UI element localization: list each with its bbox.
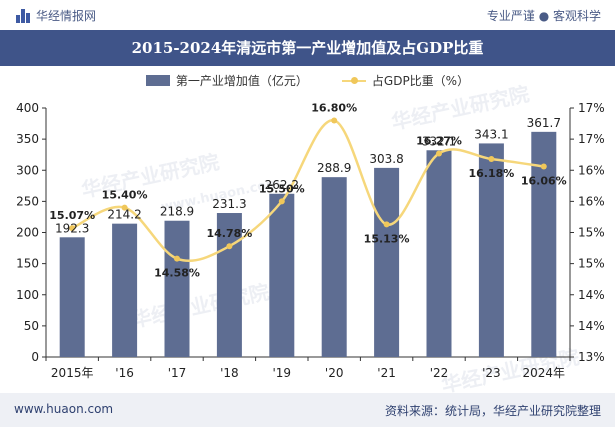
bar-value-label: 214.2 [107,208,141,222]
bar [216,213,242,357]
line-value-label: 14.78% [206,227,252,240]
y2-tick-label: 16% [578,194,605,208]
brand-logo-icon [16,8,30,23]
line-value-label: 15.40% [102,189,148,202]
y2-tick-label: 15% [578,226,605,240]
legend-item-line: 占GDP比重（%） [341,72,470,89]
y-tick-label: 350 [16,132,39,146]
line-point [121,204,128,211]
y2-tick-label: 14% [578,319,605,333]
chart-title: 2015-2024年清远市第一产业增加值及占GDP比重 [131,39,484,57]
bar-value-label: 332.1 [422,134,456,148]
x-tick-label: 2024年 [523,366,566,380]
line-value-label: 15.07% [49,209,95,222]
y2-tick-label: 17% [578,132,605,146]
footer-source: 资料来源：统计局，华经产业研究院整理 [384,404,601,418]
x-tick-label: '17 [168,366,187,380]
tagline: 专业严谨 ● 客观科学 [486,9,601,23]
legend-line-swatch [341,75,366,86]
line-point [226,243,233,250]
bar [426,150,452,357]
legend-item-bar: 第一产业增加值（亿元） [145,72,308,89]
bar-value-label: 218.9 [160,205,194,219]
bar [112,223,138,357]
y-tick-label: 250 [16,194,39,208]
y-tick-label: 100 [16,288,39,302]
line-value-label: 14.58% [154,267,200,280]
line-point [331,117,338,124]
x-tick-label: '23 [482,366,501,380]
y2-tick-label: 17% [578,101,605,115]
y-tick-label: 200 [16,226,39,240]
bar [478,143,504,357]
line-value-label: 16.06% [521,175,567,188]
line-value-label: 16.80% [311,101,357,114]
line-point [69,225,76,232]
y2-tick-label: 16% [578,163,605,177]
x-tick-label: '22 [430,366,449,380]
chart-area: 0 50 100 150 200 250 300 350 400 13% 14% 14% 15% 15% 1… [16,101,605,380]
y-tick-label: 400 [16,101,39,115]
bar-value-label: 343.1 [474,127,508,141]
bar-value-label: 303.8 [369,152,403,166]
bar [269,193,295,357]
bar [374,167,400,357]
y-tick-label: 300 [16,163,39,177]
line-value-label: 15.13% [364,232,410,245]
y-tick-label: 50 [24,319,39,333]
series-line [71,119,544,263]
x-tick-label: 2015年 [51,366,94,380]
line-point [174,255,180,262]
legend-bar-swatch [145,74,170,86]
bar-value-label: 262.2 [265,178,299,192]
y-tick-label: 150 [16,257,39,271]
footer: www.huaon.com 资料来源：统计局，华经产业研究院整理 [0,393,615,427]
x-tick-label: '20 [325,366,344,380]
bar-value-label: 288.9 [317,161,351,175]
title-bar: 2015-2024年清远市第一产业增加值及占GDP比重 [0,30,615,66]
brand: 华经情报网 [16,7,96,24]
bar [164,220,190,357]
line-value-label: 16.18% [468,167,514,180]
y2-tick-label: 15% [578,257,605,271]
chart-legend: 第一产业增加值（亿元） 占GDP比重（%） [0,70,615,90]
x-tick-label: '19 [273,366,292,380]
brand-name: 华经情报网 [36,9,97,23]
legend-line-label: 占GDP比重（%） [371,73,470,88]
y2-tick-label: 14% [578,288,605,302]
legend-bar-label: 第一产业增加值（亿元） [175,73,308,88]
x-tick-label: '18 [220,366,239,380]
line-value-label: 16.27% [416,134,462,147]
bar-value-label: 192.3 [55,221,89,235]
line-point [383,221,390,228]
y-tick-label: 0 [31,350,39,364]
line-point [540,163,547,170]
line-point [278,198,285,205]
line-point [488,156,495,163]
footer-website: www.huaon.com [14,402,114,416]
bar [321,177,347,357]
bar [59,237,85,357]
x-tick-label: '16 [115,366,134,380]
line-point [436,150,442,157]
line-value-label: 15.50% [259,182,305,195]
y2-tick-label: 13% [578,350,605,364]
bar-value-label: 361.7 [527,116,561,130]
bar-value-label: 231.3 [212,197,246,211]
x-tick-label: '21 [377,366,396,380]
top-bar: 华经情报网 专业严谨 ● 客观科学 [0,0,615,30]
